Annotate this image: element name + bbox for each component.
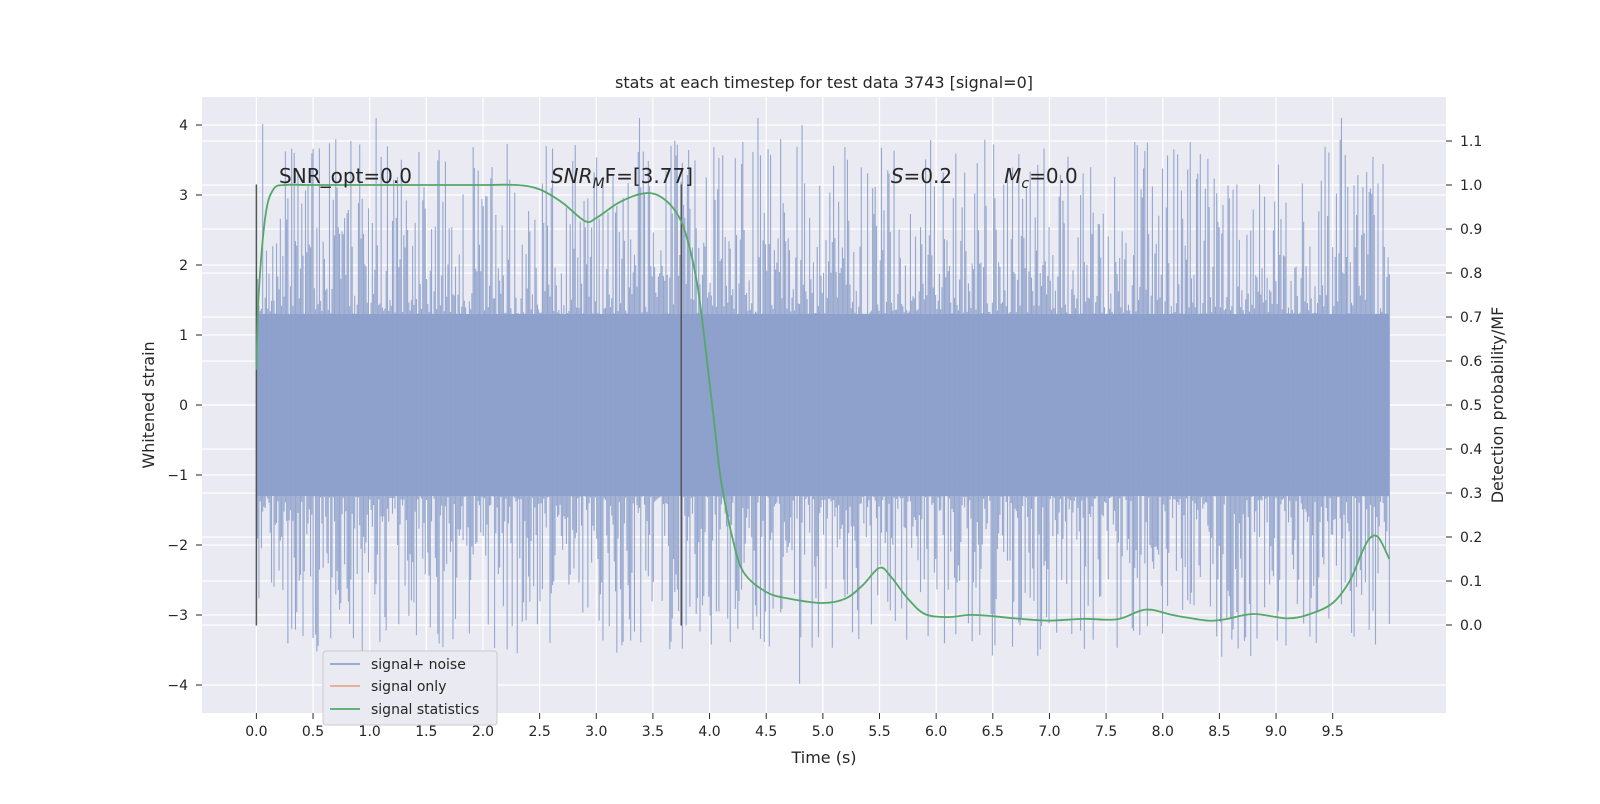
y-left-tick-label-0: −4 <box>167 678 188 694</box>
legend-box <box>322 650 498 726</box>
x-tick-label-16: 8.0 <box>1152 724 1174 740</box>
annotation-value: 0.2 <box>920 164 952 188</box>
x-tick-label-12: 6.0 <box>925 724 947 740</box>
y-ticks-right: 0.0 0.1 0.2 0.3 0.4 0.5 0.6 0.7 0.8 0.9 1.0 1.1 <box>1446 134 1482 634</box>
annotation-symbol: S <box>891 164 904 188</box>
x-tick-label-8: 4.0 <box>698 724 720 740</box>
y-ticks-left: −4 −3 −2 −1 0 1 2 3 4 <box>167 118 202 694</box>
vertical-markers <box>255 184 682 626</box>
x-tick-label-10: 5.0 <box>812 724 834 740</box>
y-right-tick-label-9: 0.9 <box>1460 222 1482 238</box>
y-right-tick-label-2: 0.2 <box>1460 530 1482 546</box>
y-axis-label-left: Whitened strain <box>139 341 158 468</box>
y-left-tick-label-1: −3 <box>167 608 188 624</box>
annotation-subscript: M <box>593 176 605 192</box>
y-left-tick-label-6: 2 <box>179 258 188 274</box>
annotation-value: 0.0 <box>1046 164 1078 188</box>
annotation-prefix: SNR_opt= <box>279 164 380 188</box>
annotation-equals: = <box>1029 164 1046 188</box>
x-axis-label: Time (s) <box>790 748 856 767</box>
y-right-tick-label-4: 0.4 <box>1460 442 1482 458</box>
x-tick-label-5: 2.5 <box>528 724 550 740</box>
annotation-symbol: SNR <box>551 164 593 188</box>
annotation-snr-opt: SNR_opt=0.0 <box>279 164 412 188</box>
x-tick-label-0: 0.0 <box>245 724 267 740</box>
x-tick-label-15: 7.5 <box>1095 724 1117 740</box>
signal-noise-series <box>255 118 1390 684</box>
signal-statistics-line <box>255 183 1391 622</box>
x-tick-label-9: 4.5 <box>755 724 777 740</box>
y-left-tick-label-8: 4 <box>179 118 188 134</box>
y-left-tick-label-5: 1 <box>179 328 188 344</box>
annotation-snr-mf: SNRMF=[3.77] <box>551 164 693 192</box>
annotation-symbol: M <box>1004 164 1021 188</box>
annotation-subscript: c <box>1021 176 1029 192</box>
annotation-value: [3.77] <box>633 164 693 188</box>
y-left-tick-label-4: 0 <box>179 398 188 414</box>
x-tick-label-6: 3.0 <box>585 724 607 740</box>
x-tick-label-11: 5.5 <box>868 724 890 740</box>
y-right-tick-label-3: 0.3 <box>1460 486 1482 502</box>
annotation-value: 0.0 <box>380 164 412 188</box>
y-right-tick-label-1: 0.1 <box>1460 574 1482 590</box>
annotations: SNR_opt=0.0 SNRMF=[3.77] S=0.2 Mc=0.0 <box>279 164 1078 192</box>
signal-statistics-series <box>255 183 1391 622</box>
y-right-tick-label-8: 0.8 <box>1460 266 1482 282</box>
y-left-tick-label-3: −1 <box>167 468 188 484</box>
x-tick-label-19: 9.5 <box>1322 724 1344 740</box>
annotation-equals: = <box>904 164 921 188</box>
x-tick-label-7: 3.5 <box>642 724 664 740</box>
x-ticks: 0.0 0.5 1.0 1.5 2.0 2.5 3.0 3.5 4.0 4.5 5.0 5.5 6.0 6… <box>245 713 1344 740</box>
x-tick-label-13: 6.5 <box>982 724 1004 740</box>
y-left-tick-label-2: −2 <box>167 538 188 554</box>
x-tick-label-18: 9.0 <box>1265 724 1287 740</box>
y-right-tick-label-0: 0.0 <box>1460 618 1482 634</box>
x-tick-label-2: 1.0 <box>359 724 381 740</box>
annotation-s-val: S=0.2 <box>891 164 952 188</box>
x-tick-label-14: 7.0 <box>1038 724 1060 740</box>
x-tick-label-17: 8.5 <box>1208 724 1230 740</box>
y-right-tick-label-5: 0.5 <box>1460 398 1482 414</box>
y-right-tick-label-7: 0.7 <box>1460 310 1482 326</box>
x-tick-label-1: 0.5 <box>302 724 324 740</box>
chart-title: stats at each timestep for test data 374… <box>615 73 1033 92</box>
annotation-equals: F= <box>605 164 633 188</box>
legend: signal+ noise signal only signal statist… <box>322 650 498 726</box>
y-right-tick-label-10: 1.0 <box>1460 178 1482 194</box>
legend-label-signal: signal only <box>371 679 446 695</box>
legend-label-noise: signal+ noise <box>371 657 466 673</box>
x-tick-label-3: 1.5 <box>415 724 437 740</box>
y-axis-label-right: Detection probability/MF <box>1488 307 1507 504</box>
y-right-tick-label-6: 0.6 <box>1460 354 1482 370</box>
y-right-tick-label-11: 1.1 <box>1460 134 1482 150</box>
y-left-tick-label-7: 3 <box>179 188 188 204</box>
annotation-mc-val: Mc=0.0 <box>1004 164 1078 192</box>
x-tick-label-4: 2.0 <box>472 724 494 740</box>
legend-label-statistics: signal statistics <box>371 702 479 718</box>
